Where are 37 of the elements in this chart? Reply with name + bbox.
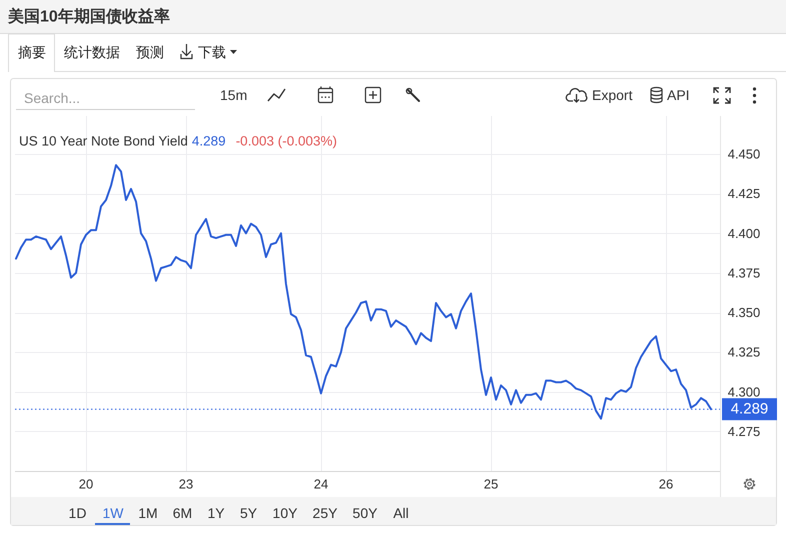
legend: US 10 Year Note Bond Yield [19, 134, 188, 148]
ytick-label: 4.375 [728, 265, 760, 280]
tab-label: 统计数据 [64, 44, 120, 60]
toolbar-label: Search... [24, 90, 80, 106]
xtick-label: 23 [178, 476, 194, 492]
range-label: 1M [138, 505, 158, 521]
ytick-label: 4.275 [728, 424, 760, 439]
tab-label: 下载 [198, 44, 226, 60]
ytick-label: 4.400 [728, 226, 760, 241]
xtick-label: 24 [314, 476, 328, 492]
toolbar-label: API [667, 87, 690, 103]
header-value: -0.003 (-0.003%) [236, 134, 337, 148]
range-label: 25Y [312, 505, 338, 521]
ref-line-label: 4.289 [730, 400, 768, 418]
range-label: 50Y [352, 505, 378, 521]
toolbar-label: 15m [220, 87, 248, 103]
range-label: 5Y [240, 505, 258, 521]
ref-line-label: 4.289 [722, 398, 777, 420]
ytick-label: 4.425 [728, 186, 760, 202]
ytick-label: 4.300 [728, 384, 760, 400]
range-label: 1D [68, 505, 86, 521]
range-label: All [393, 505, 409, 521]
xtick-label: 26 [658, 476, 674, 492]
ytick-label: 4.450 [728, 146, 760, 162]
xtick-label: 20 [78, 476, 94, 492]
range-label: 10Y [272, 505, 298, 521]
header-value: 4.289 [192, 134, 226, 148]
ytick-label: 4.350 [728, 305, 760, 320]
range-label: 1Y [207, 505, 225, 521]
range-label: 6M [172, 505, 192, 521]
tab-label: 预测 [136, 44, 164, 60]
range-label: 1W [102, 505, 124, 521]
title: 美国10年期国债收益率 [8, 8, 170, 26]
ytick-label: 4.325 [728, 344, 760, 360]
tab-label: 摘要 [18, 44, 46, 60]
xtick-label: 25 [484, 476, 498, 492]
toolbar-label: Export [592, 87, 632, 103]
